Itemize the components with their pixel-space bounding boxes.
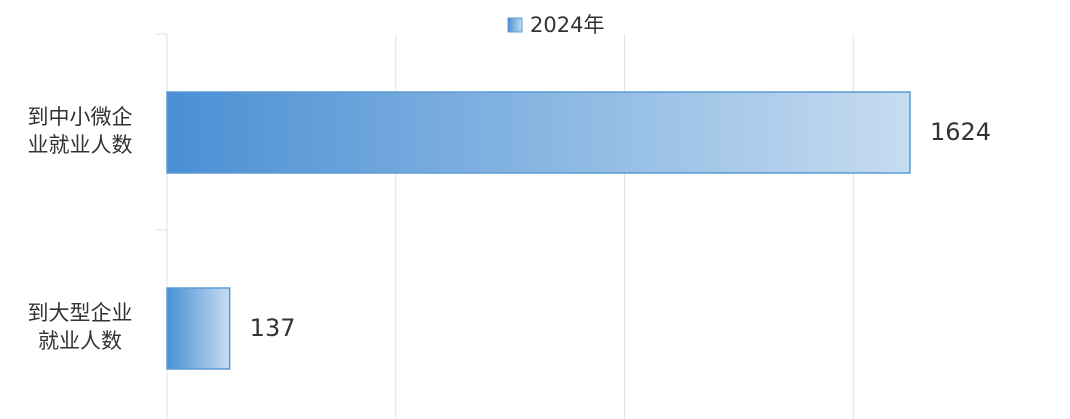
legend-swatch [507, 17, 523, 33]
value-label: 137 [250, 314, 296, 342]
value-label: 1624 [930, 118, 991, 146]
y-tick-label: 到中小微企业就业人数 [28, 105, 133, 157]
bar [166, 91, 911, 174]
legend-label: 2024年 [530, 13, 604, 37]
y-tick-label: 到大型企业就业人数 [28, 301, 133, 353]
bar [166, 287, 231, 370]
